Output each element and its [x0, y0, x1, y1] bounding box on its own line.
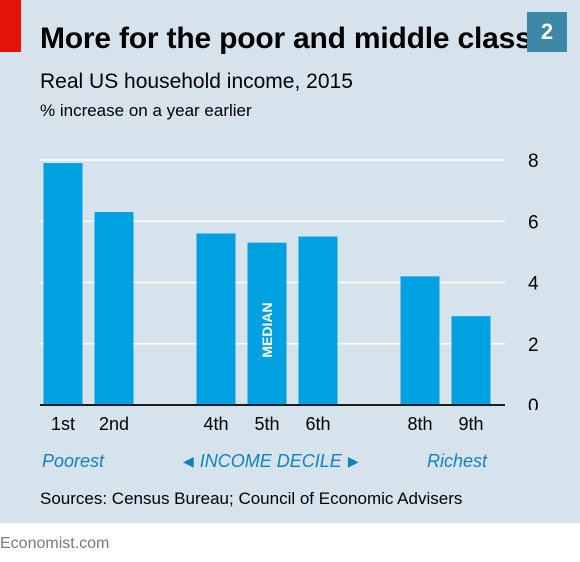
bar-4th — [196, 233, 236, 405]
income-decile-label: ◀ INCOME DECILE ▶ — [183, 451, 359, 472]
chart-subtitle: Real US household income, 2015 — [40, 70, 353, 93]
bar-8th — [400, 276, 440, 405]
bar-chart: 0 2 4 6 8 MEDIAN — [40, 151, 539, 410]
x-tick-label: 2nd — [98, 414, 130, 434]
x-tick-label: 1st — [50, 414, 76, 434]
income-decile-text: INCOME DECILE — [199, 451, 342, 471]
y-tick-label: 6 — [528, 212, 539, 233]
bar-1st — [43, 163, 83, 405]
y-tick-label: 0 — [528, 396, 539, 410]
left-triangle-icon: ◀ — [183, 453, 194, 469]
brand-red-tab — [0, 0, 21, 52]
y-tick-label: 8 — [528, 151, 539, 172]
sources-note: Sources: Census Bureau; Council of Econo… — [40, 489, 463, 508]
chart-title: More for the poor and middle class — [40, 22, 532, 55]
chart-number-badge: 2 — [527, 12, 567, 52]
poorest-label: Poorest — [42, 451, 105, 471]
x-tick-label: 9th — [458, 414, 484, 434]
bar-2nd — [94, 212, 134, 405]
median-annotation: MEDIAN — [259, 302, 275, 357]
right-triangle-icon: ▶ — [347, 453, 359, 469]
economist-credit: Economist.com — [0, 535, 110, 552]
x-tick-label: 4th — [203, 414, 229, 434]
y-tick-label: 4 — [528, 274, 539, 295]
richest-label: Richest — [427, 451, 488, 471]
x-tick-label: 8th — [407, 414, 433, 434]
unit-label: % increase on a year earlier — [40, 101, 252, 120]
y-tick-label: 2 — [528, 335, 539, 356]
x-tick-label: 5th — [254, 414, 280, 434]
bar-9th — [451, 316, 491, 405]
x-tick-label: 6th — [305, 414, 331, 434]
bar-5th — [247, 242, 287, 405]
bar-6th — [298, 236, 338, 405]
